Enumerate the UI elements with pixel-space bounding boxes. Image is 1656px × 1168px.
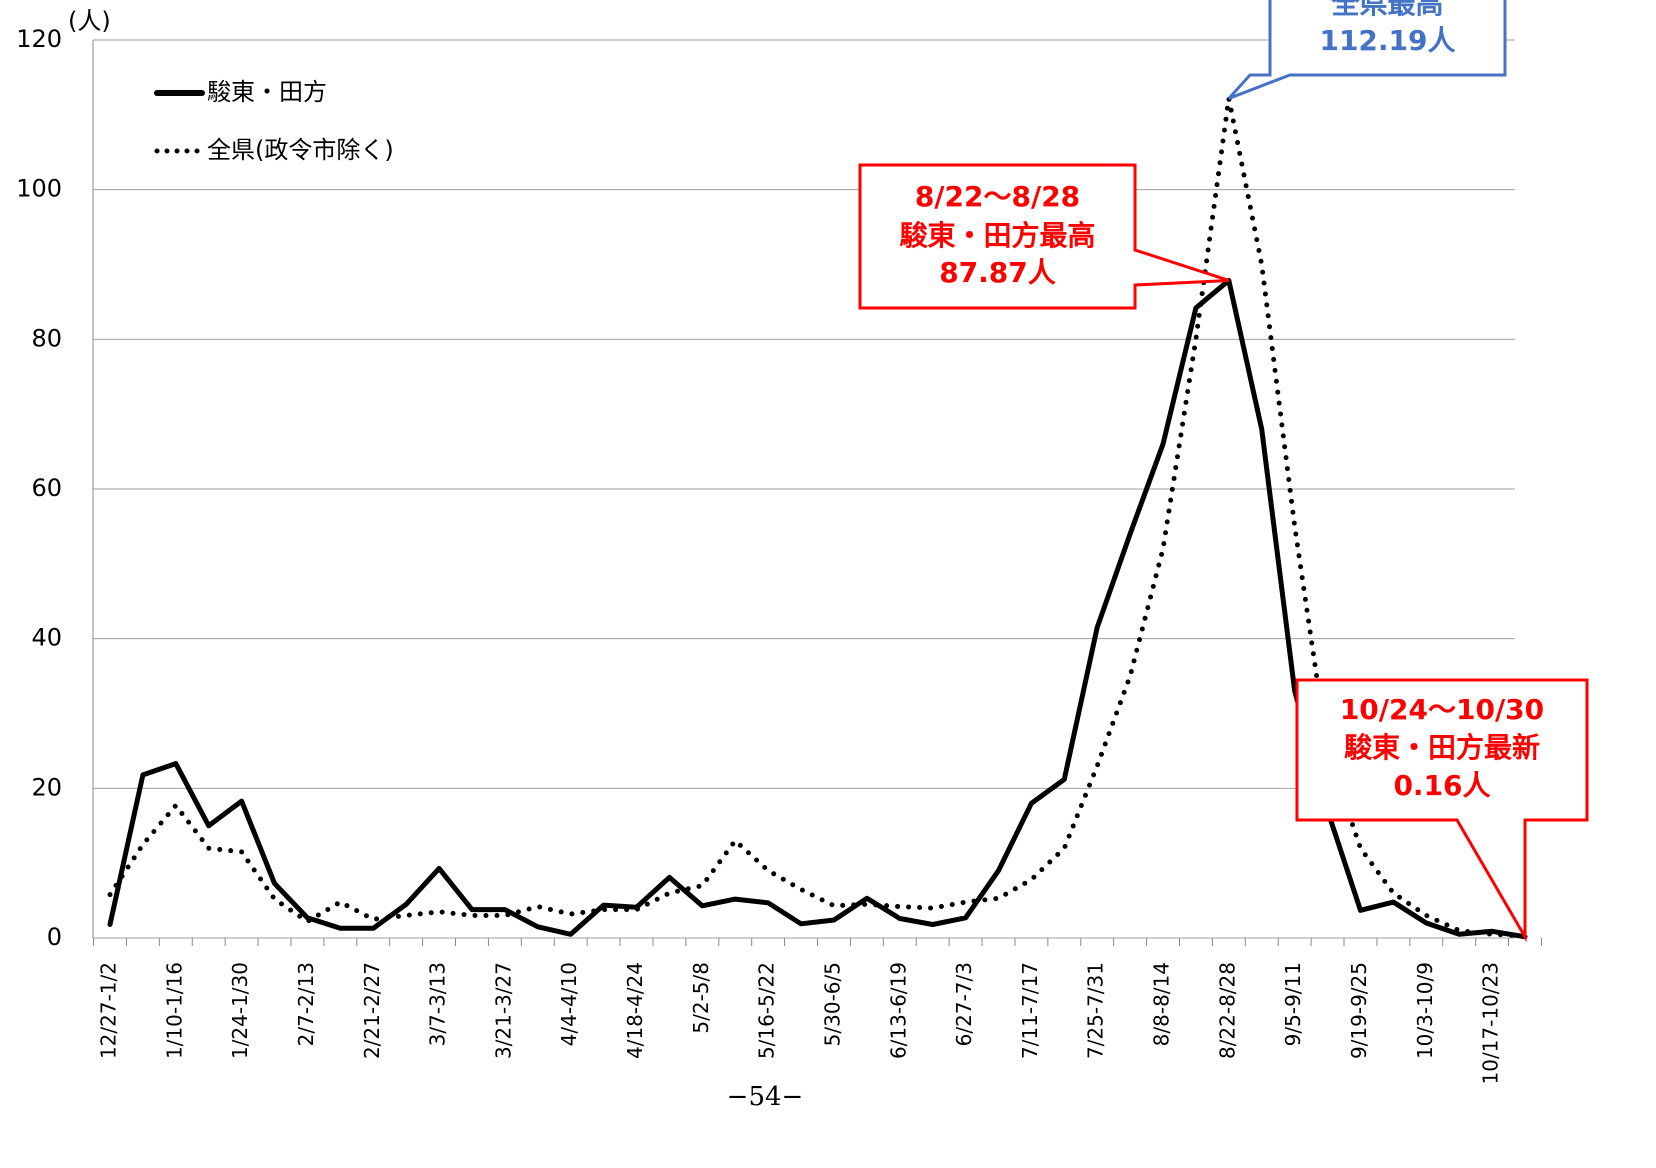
x-tick-label: 3/7-3/13 <box>426 962 450 1046</box>
callout: 8/22～8/28 駿東・田方最高 87.87人 <box>858 163 1230 310</box>
y-unit: (人) <box>68 7 111 35</box>
callout-box <box>858 163 1230 310</box>
legend-label: 駿東・田方 <box>207 78 327 106</box>
y-tick-label: 80 <box>31 324 62 352</box>
callout-text: 駿東・田方最高 <box>899 219 1095 252</box>
callout-box <box>1227 0 1507 100</box>
callout-box <box>1295 678 1589 943</box>
y-tick-label: 100 <box>16 175 62 203</box>
x-tick-label: 10/17-10/23 <box>1479 962 1503 1085</box>
y-tick-label: 60 <box>31 474 62 502</box>
callout: 10/24～10/30 駿東・田方最新 0.16人 <box>1295 678 1589 943</box>
x-tick-label: 2/7-2/13 <box>294 962 318 1046</box>
x-tick-label: 5/2-5/8 <box>689 962 713 1034</box>
footer: −54− <box>727 1082 804 1112</box>
x-tick-label: 12/27-1/2 <box>97 962 121 1059</box>
x-tick-label: 2/21-2/27 <box>360 962 384 1059</box>
x-tick-label: 5/16-5/22 <box>755 962 779 1059</box>
x-tick-label: 7/11-7/17 <box>1018 962 1042 1059</box>
callout: 全県最高 112.19人 <box>1227 0 1507 100</box>
x-tick-label: 1/24-1/30 <box>228 962 252 1059</box>
x-tick-label: 8/8-8/14 <box>1150 962 1174 1046</box>
callout-text: 8/22～8/28 <box>915 180 1080 213</box>
y-tick-label: 120 <box>16 25 62 53</box>
y-tick-label: 0 <box>47 923 62 951</box>
callout-text: 全県最高 <box>1330 0 1443 20</box>
y-tick-label: 40 <box>31 624 62 652</box>
x-tick-label: 6/13-6/19 <box>886 962 910 1059</box>
x-tick-label: 4/18-4/24 <box>623 962 647 1059</box>
x-tick-label: 7/25-7/31 <box>1084 962 1108 1059</box>
x-tick-label: 3/21-3/27 <box>491 962 515 1059</box>
legend-label: 全県(政令市除く) <box>207 136 394 164</box>
callout-text: 112.19人 <box>1319 24 1455 57</box>
x-tick-label: 9/19-9/25 <box>1347 962 1371 1059</box>
x-tick-label: 5/30-6/5 <box>820 962 844 1046</box>
callout-text: 駿東・田方最新 <box>1344 731 1540 764</box>
series-line <box>107 277 1528 940</box>
x-tick-label: 10/3-10/9 <box>1413 962 1437 1059</box>
callout-text: 87.87人 <box>939 256 1056 289</box>
callout-text: 0.16人 <box>1393 769 1490 802</box>
series-line <box>107 95 1528 939</box>
callout-text: 10/24～10/30 <box>1340 693 1544 726</box>
x-tick-label: 8/22-8/28 <box>1215 962 1239 1059</box>
x-tick-label: 6/27-7/3 <box>952 962 976 1046</box>
x-tick-label: 4/4-4/10 <box>557 962 581 1046</box>
x-tick-label: 9/5-9/11 <box>1281 962 1305 1046</box>
x-tick-label: 1/10-1/16 <box>162 962 186 1059</box>
y-tick-label: 20 <box>31 773 62 801</box>
